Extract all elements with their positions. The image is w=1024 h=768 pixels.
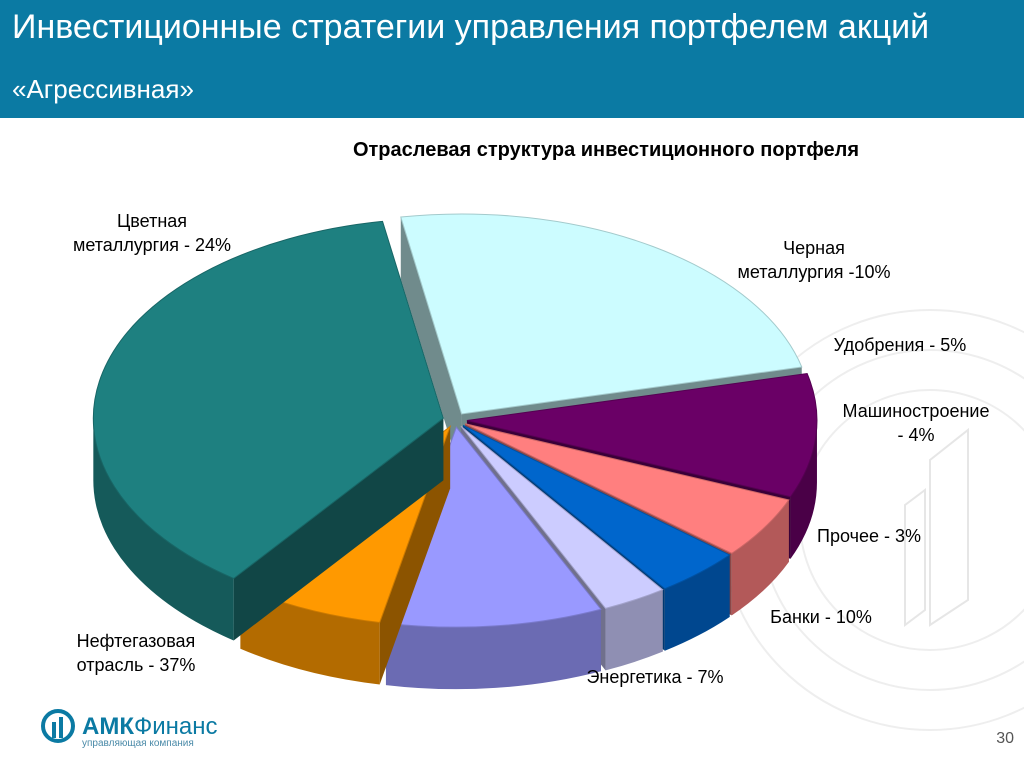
slice-top <box>465 423 790 554</box>
label-mashinostroenie: Машиностроение - 4% <box>812 399 1020 447</box>
logo-primary: АМК <box>82 713 134 740</box>
slice-top <box>460 425 664 609</box>
slice-rim <box>605 589 663 671</box>
label-line: Банки - 10% <box>770 607 872 627</box>
slice-neftegazovaya <box>92 220 444 641</box>
slice-side-wall <box>400 217 462 476</box>
slice-rim <box>240 586 380 685</box>
label-line: Черная <box>783 238 845 258</box>
label-line: металлургия -10% <box>737 262 891 282</box>
label-line: Энергетика - 7% <box>586 667 724 687</box>
chart-title: Отраслевая структура инвестиционного пор… <box>352 139 860 161</box>
slice-rim <box>790 420 817 559</box>
slice-rim <box>664 554 730 651</box>
slice-rim <box>731 499 789 616</box>
label-line: металлургия - 24% <box>72 235 232 255</box>
label-banki: Банки - 10% <box>748 605 894 629</box>
label-cvetnaya-metallurgiya: Цветная металлургия - 24% <box>44 209 260 257</box>
header-banner: Инвестиционные стратегии управления порт… <box>0 0 1024 118</box>
logo-secondary: Финанс <box>133 713 218 740</box>
amk-logo-icon <box>41 709 75 743</box>
slice-top <box>462 424 731 590</box>
label-prochee: Прочее - 3% <box>796 524 942 548</box>
label-line: отрасль - 37% <box>76 655 196 675</box>
slice-top <box>466 372 818 498</box>
page-title: Инвестиционные стратегии управления порт… <box>12 8 930 46</box>
page-number: 30 <box>996 730 1014 747</box>
slice-rim <box>385 609 601 690</box>
label-line: Прочее - 3% <box>817 526 921 546</box>
label-line: - 4% <box>897 425 935 445</box>
logo-tagline: управляющая компания <box>82 738 194 749</box>
label-chernaya-metallurgiya: Черная металлургия -10% <box>708 236 920 284</box>
label-energetika: Энергетика - 7% <box>560 665 750 689</box>
slice-top <box>400 213 803 415</box>
page-subtitle: «Агрессивная» <box>12 74 194 104</box>
label-line: Цветная <box>116 211 188 231</box>
label-line: Удобрения - 5% <box>833 335 967 355</box>
label-line: Машиностроение <box>842 401 990 421</box>
label-neftegazovaya: Нефтегазовая отрасль - 37% <box>52 629 220 677</box>
slice-rim <box>93 418 234 641</box>
logo-name: АМКФинанс <box>82 713 218 741</box>
slice-side-wall <box>233 418 444 641</box>
label-udobreniya: Удобрения - 5% <box>806 333 994 357</box>
label-line: Нефтегазовая <box>76 631 196 651</box>
slice-top <box>92 220 444 580</box>
